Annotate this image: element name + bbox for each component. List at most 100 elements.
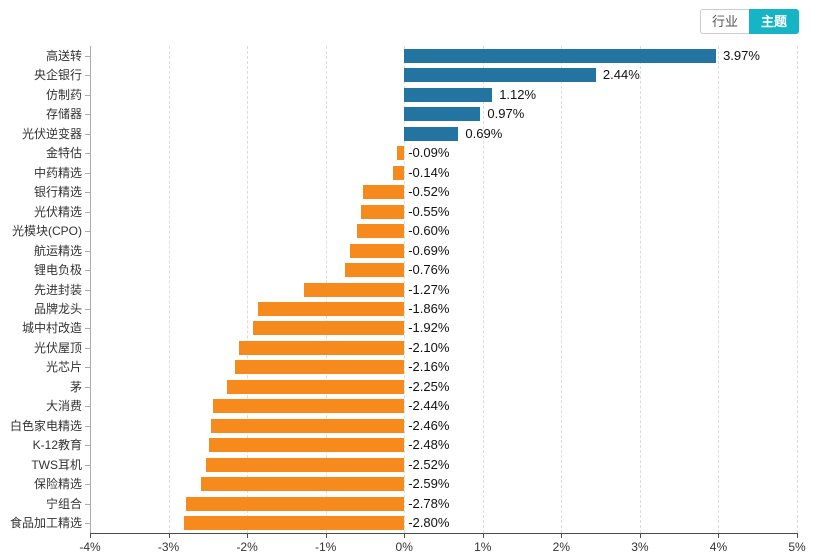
- category-tick: [85, 153, 90, 155]
- x-axis-tick-label: 3%: [631, 540, 649, 554]
- value-label: -0.60%: [408, 223, 450, 239]
- bar-negative[interactable]: [209, 438, 405, 453]
- y-axis-line: [90, 46, 91, 533]
- category-tick: [85, 231, 90, 233]
- x-axis-line: [90, 533, 798, 534]
- category-label: TWS耳机: [31, 457, 82, 472]
- bar-negative[interactable]: [206, 457, 405, 472]
- x-axis-tick: [404, 533, 406, 538]
- value-label: -0.69%: [408, 242, 450, 258]
- view-toggle: 行业 主题: [699, 9, 799, 34]
- category-label: 高送转: [45, 48, 82, 63]
- x-axis-tick-label: -2%: [236, 540, 258, 554]
- value-label: -2.52%: [408, 456, 450, 472]
- toggle-industry-button[interactable]: 行业: [699, 9, 749, 34]
- bar-negative[interactable]: [304, 282, 405, 297]
- category-tick: [85, 464, 90, 466]
- category-tick: [85, 55, 90, 57]
- category-label: 光伏屋顶: [33, 340, 82, 355]
- category-tick: [85, 75, 90, 77]
- category-tick: [85, 308, 90, 310]
- bar-negative[interactable]: [363, 185, 405, 200]
- bar-negative[interactable]: [344, 263, 405, 278]
- category-label: 城中村改造: [21, 321, 82, 336]
- category-label: 食品加工精选: [9, 516, 82, 531]
- gridline: [404, 46, 406, 533]
- bar-negative[interactable]: [253, 321, 405, 336]
- category-tick: [85, 484, 90, 486]
- category-label: 锂电负极: [33, 263, 82, 278]
- bar-negative[interactable]: [234, 360, 405, 375]
- gridline: [247, 46, 249, 533]
- bar-negative[interactable]: [357, 224, 405, 239]
- x-axis-tick: [90, 533, 91, 538]
- category-tick: [85, 503, 90, 505]
- bar-negative[interactable]: [200, 477, 405, 492]
- bar-positive[interactable]: [404, 48, 717, 63]
- bar-positive[interactable]: [404, 126, 459, 141]
- category-tick: [85, 172, 90, 174]
- toggle-theme-button[interactable]: 主题: [748, 9, 799, 34]
- category-label: 仿制药: [45, 87, 82, 102]
- value-label: 1.12%: [499, 86, 537, 102]
- x-axis-tick-label: 1%: [474, 540, 492, 554]
- value-label: -0.09%: [408, 145, 450, 161]
- bar-negative[interactable]: [393, 165, 405, 180]
- value-label: 0.97%: [487, 106, 525, 122]
- category-tick: [85, 445, 90, 447]
- bar-negative[interactable]: [227, 379, 405, 394]
- value-label: -0.52%: [408, 184, 450, 200]
- gridline: [797, 46, 798, 533]
- bar-positive[interactable]: [404, 107, 481, 122]
- x-axis-tick: [797, 533, 798, 538]
- bar-negative[interactable]: [184, 516, 405, 531]
- x-axis-tick: [247, 533, 249, 538]
- x-axis-tick: [168, 533, 170, 538]
- value-label: -0.14%: [408, 164, 450, 180]
- category-tick: [85, 192, 90, 194]
- x-axis-tick-label: -4%: [79, 540, 101, 554]
- category-tick: [85, 114, 90, 116]
- x-axis-tick-label: 4%: [709, 540, 728, 554]
- category-label: 光芯片: [45, 360, 82, 375]
- x-axis-tick: [718, 533, 720, 538]
- x-axis-tick: [561, 533, 563, 538]
- bar-negative[interactable]: [258, 301, 405, 316]
- bar-negative[interactable]: [361, 204, 405, 219]
- category-tick: [85, 406, 90, 408]
- gridline: [168, 46, 170, 533]
- value-label: -2.78%: [408, 495, 450, 511]
- gridline: [718, 46, 720, 533]
- category-tick: [85, 367, 90, 369]
- value-label: -2.10%: [408, 339, 450, 355]
- category-label: 金特估: [45, 146, 82, 161]
- category-tick: [85, 328, 90, 330]
- category-label: 宁组合: [45, 496, 82, 511]
- bar-negative[interactable]: [239, 340, 405, 355]
- x-axis-tick-label: 0%: [395, 540, 413, 554]
- category-label: K-12教育: [32, 438, 82, 453]
- category-label: 光伏精选: [33, 204, 82, 219]
- category-label: 白色家电精选: [9, 418, 82, 433]
- category-label: 保险精选: [33, 477, 82, 492]
- value-label: 2.44%: [602, 67, 640, 83]
- bar-negative[interactable]: [212, 399, 405, 414]
- category-label: 中药精选: [33, 165, 82, 180]
- bar-negative[interactable]: [397, 146, 405, 161]
- category-label: 大消费: [45, 399, 82, 414]
- bar-negative[interactable]: [210, 418, 405, 433]
- bar-negative[interactable]: [185, 496, 405, 511]
- bar-positive[interactable]: [404, 87, 493, 102]
- x-axis-tick: [639, 533, 641, 538]
- category-label: 航运精选: [33, 243, 82, 258]
- category-label: 银行精选: [33, 185, 82, 200]
- bar-negative[interactable]: [350, 243, 405, 258]
- x-axis-tick: [325, 533, 327, 538]
- value-label: -2.25%: [408, 378, 450, 394]
- value-label: -0.55%: [408, 203, 450, 219]
- bar-positive[interactable]: [404, 68, 596, 83]
- gridline: [482, 46, 484, 533]
- x-axis-tick-label: -3%: [157, 540, 180, 554]
